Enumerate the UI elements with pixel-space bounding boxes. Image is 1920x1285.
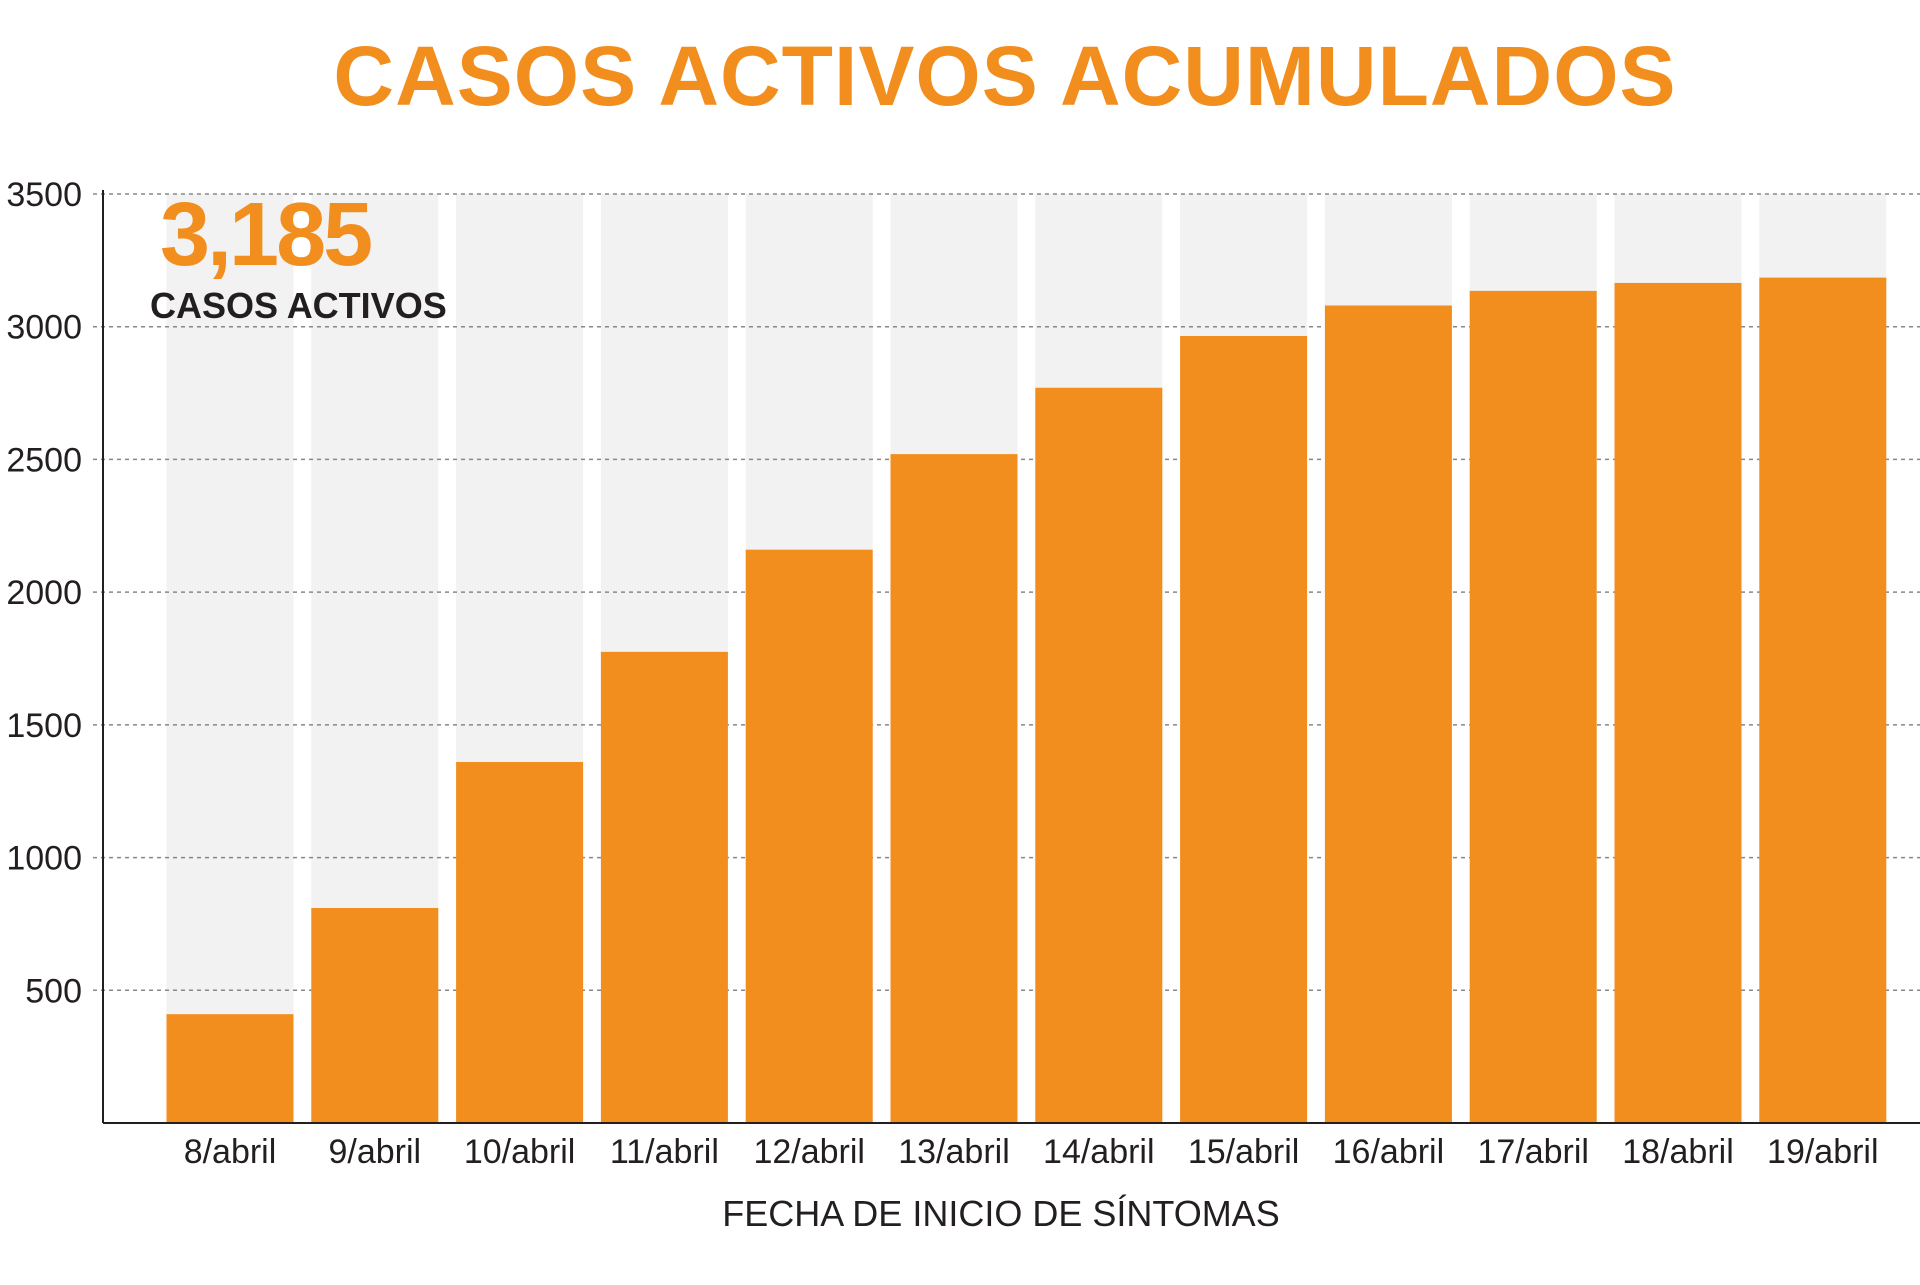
x-tick-label: 19/abril [1767, 1133, 1879, 1171]
bar [1324, 305, 1452, 1124]
x-tick-label: 14/abril [1043, 1133, 1155, 1171]
x-tick-label: 8/abril [184, 1133, 277, 1171]
bar [1469, 290, 1597, 1123]
bar [1614, 282, 1742, 1123]
x-tick-label: 15/abril [1188, 1133, 1300, 1171]
bar [1180, 336, 1308, 1123]
x-tick-label: 11/abril [610, 1133, 719, 1171]
x-tick-label: 16/abril [1333, 1133, 1445, 1171]
column-background [166, 194, 294, 1123]
bar [166, 1014, 294, 1123]
bar [890, 454, 1018, 1123]
chart-title: CASOS ACTIVOS ACUMULADOS [333, 29, 1677, 123]
x-tick-label: 12/abril [753, 1133, 865, 1171]
callout-value: 3,185 [160, 185, 373, 285]
bar [1759, 277, 1887, 1123]
x-tick-label: 18/abril [1622, 1133, 1734, 1171]
bar [311, 908, 439, 1123]
y-tick-label: 500 [25, 972, 82, 1010]
bars [166, 277, 1887, 1124]
bar [456, 762, 584, 1123]
bar [745, 549, 873, 1123]
y-tick-label: 3500 [6, 176, 82, 214]
y-tick-labels: 500 1000 1500 2000 2500 3000 3500 [6, 176, 82, 1010]
y-tick-label: 2000 [6, 574, 82, 612]
y-tick-label: 1500 [6, 707, 82, 745]
x-tick-label: 13/abril [898, 1133, 1010, 1171]
x-tick-labels: 8/abril 9/abril 10/abril 11/abril 12/abril 13… [184, 1133, 1879, 1171]
x-tick-label: 10/abril [464, 1133, 576, 1171]
axes [102, 190, 1920, 1124]
x-tick-label: 9/abril [328, 1133, 421, 1171]
x-tick-label: 17/abril [1477, 1133, 1589, 1171]
x-axis-title: FECHA DE INICIO DE SÍNTOMAS [722, 1193, 1279, 1234]
bar [600, 651, 728, 1123]
y-tick-label: 2500 [6, 441, 82, 479]
y-tick-label: 3000 [6, 309, 82, 347]
callout-label: CASOS ACTIVOS [150, 285, 447, 326]
y-tick-label: 1000 [6, 840, 82, 878]
bar [1035, 387, 1163, 1124]
